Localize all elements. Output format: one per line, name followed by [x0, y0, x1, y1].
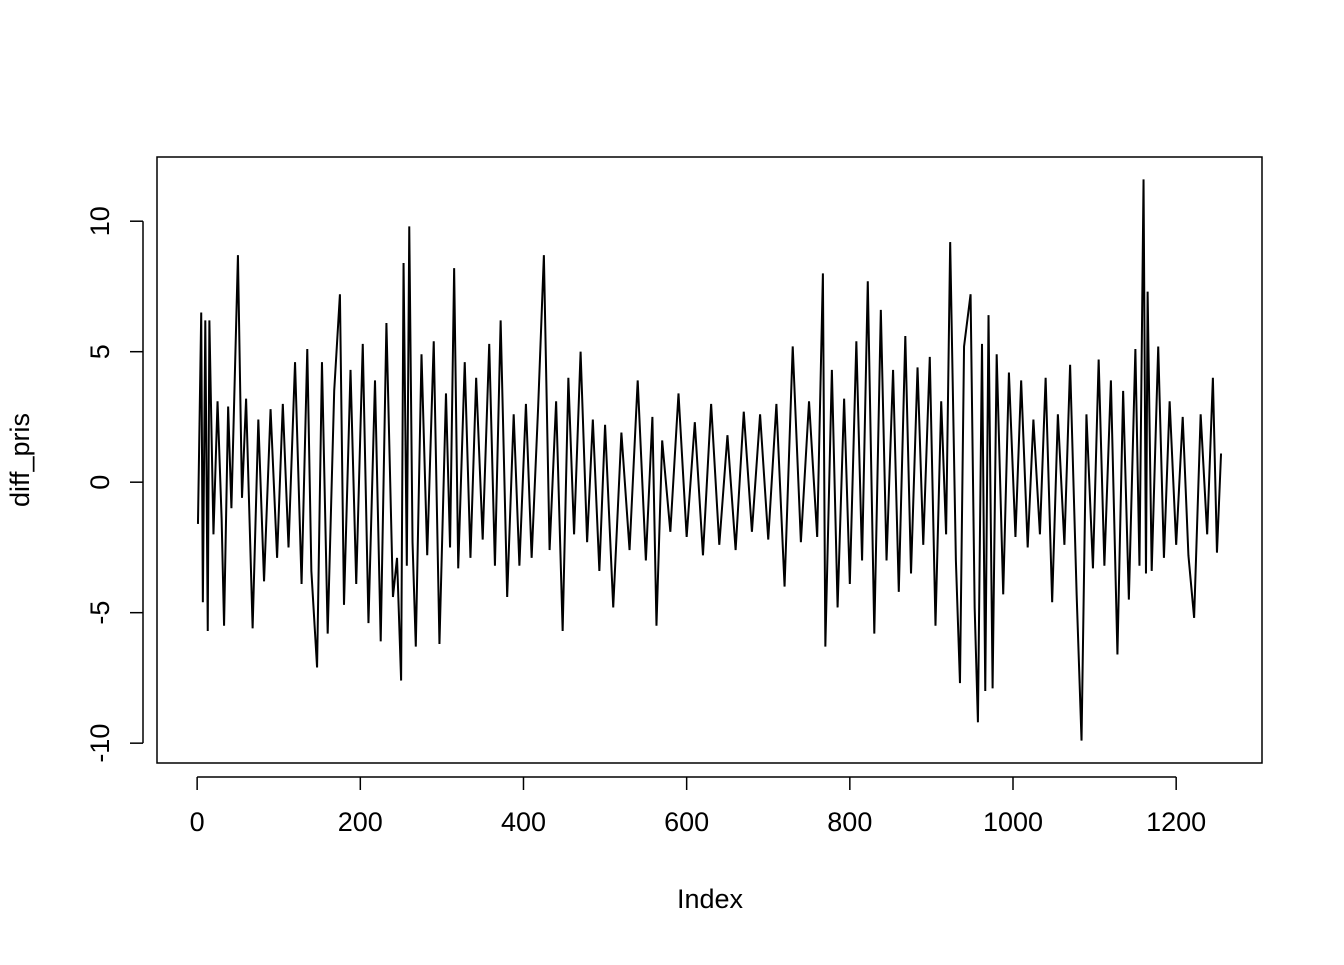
y-tick-label: 0 [85, 475, 115, 490]
x-tick-label: 400 [501, 807, 546, 837]
y-axis-label: diff_pris [5, 413, 35, 507]
x-tick-label: 800 [827, 807, 872, 837]
x-tick-label: 200 [338, 807, 383, 837]
y-tick-label: -10 [85, 724, 115, 763]
x-tick-label: 0 [190, 807, 205, 837]
plot-frame [156, 156, 1263, 764]
x-tick-label: 1000 [983, 807, 1043, 837]
y-tick-label: -5 [85, 601, 115, 625]
y-tick-label: 10 [85, 206, 115, 236]
x-tick-label: 600 [664, 807, 709, 837]
y-tick-label: 5 [85, 344, 115, 359]
x-tick-label: 1200 [1146, 807, 1206, 837]
x-axis-label: Index [677, 884, 744, 914]
data-line [196, 179, 1223, 741]
